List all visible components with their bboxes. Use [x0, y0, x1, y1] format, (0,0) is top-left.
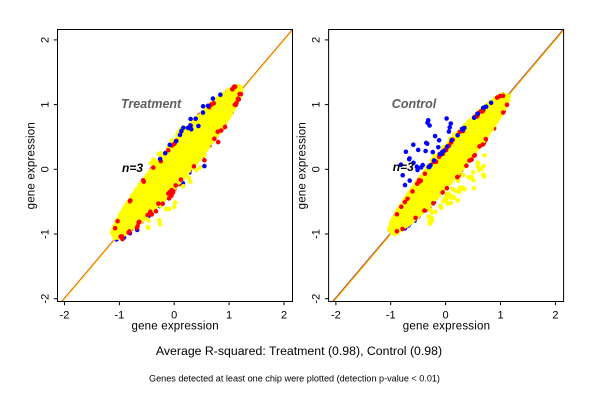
svg-text:Genes detected at least one ch: Genes detected at least one chip were pl… [149, 373, 440, 383]
svg-text:Average R-squared: Treatment (: Average R-squared: Treatment (0.98), Con… [156, 344, 442, 358]
svg-text:-2: -2 [39, 294, 51, 304]
svg-text:-2: -2 [60, 310, 70, 322]
svg-text:gene expression: gene expression [131, 321, 218, 333]
svg-text:gene expression: gene expression [26, 122, 38, 209]
svg-text:0: 0 [310, 166, 322, 172]
svg-text:0: 0 [39, 166, 51, 172]
svg-text:0: 0 [443, 310, 449, 322]
svg-text:gene expression: gene expression [403, 321, 490, 333]
svg-text:2: 2 [310, 37, 322, 43]
svg-text:-2: -2 [331, 310, 341, 322]
svg-text:n=3: n=3 [393, 160, 414, 174]
svg-text:0: 0 [171, 310, 177, 322]
svg-text:1: 1 [310, 102, 322, 108]
svg-text:2: 2 [552, 310, 558, 322]
svg-text:-1: -1 [386, 310, 396, 322]
svg-text:Treatment: Treatment [121, 97, 182, 111]
svg-text:gene expression: gene expression [297, 122, 309, 209]
svg-text:2: 2 [39, 37, 51, 43]
svg-text:n=3: n=3 [122, 161, 143, 175]
svg-text:-1: -1 [310, 229, 322, 239]
svg-text:-2: -2 [310, 294, 322, 304]
svg-text:2: 2 [281, 310, 287, 322]
svg-text:Control: Control [392, 97, 437, 111]
svg-text:1: 1 [226, 310, 232, 322]
svg-text:1: 1 [39, 102, 51, 108]
svg-text:-1: -1 [39, 229, 51, 239]
svg-text:1: 1 [497, 310, 503, 322]
svg-text:-1: -1 [115, 310, 125, 322]
